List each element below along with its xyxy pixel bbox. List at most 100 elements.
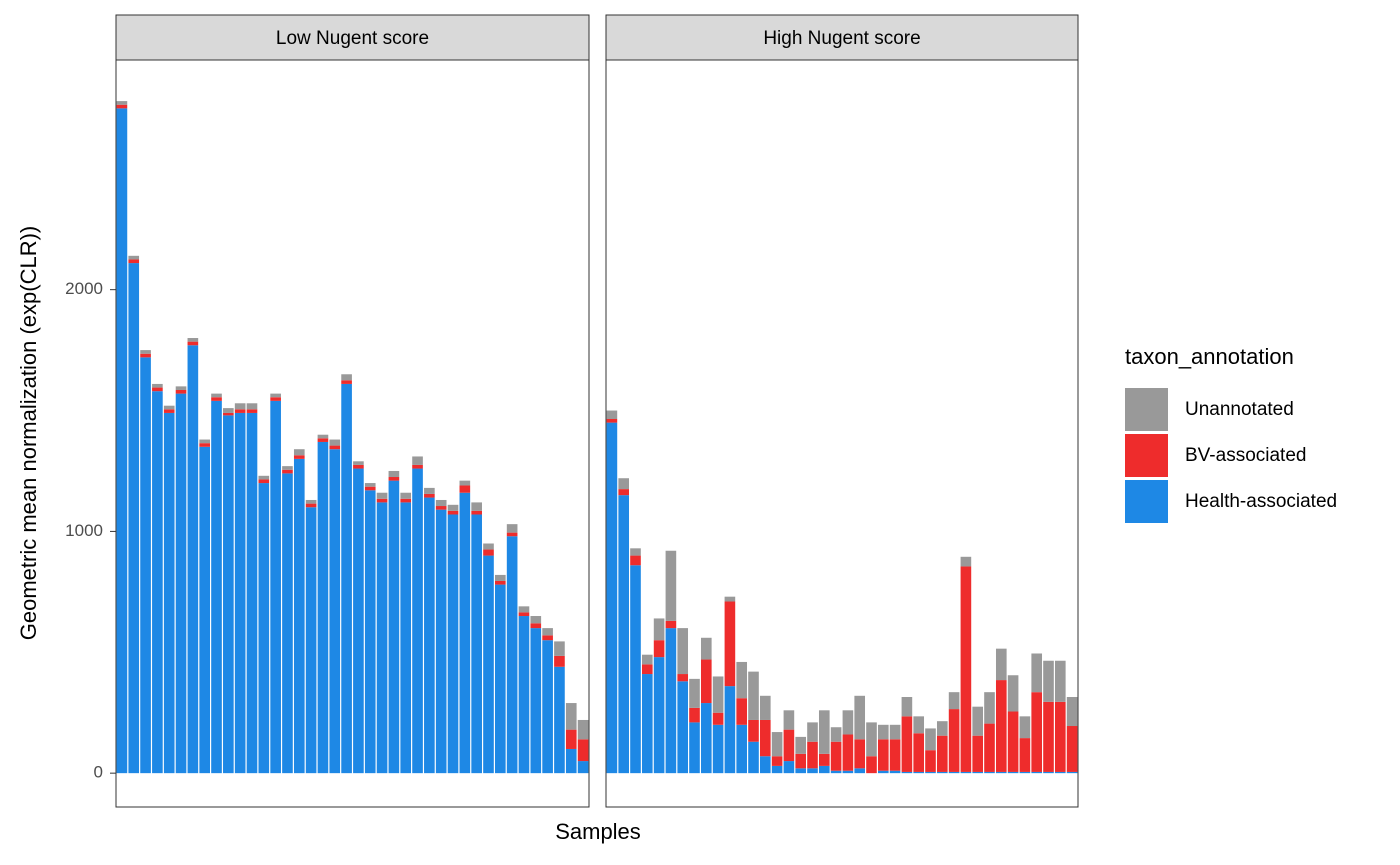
bar-segment: [128, 263, 140, 774]
bar-segment: [984, 771, 995, 774]
bar-segment: [854, 739, 866, 769]
bar-segment: [842, 710, 854, 735]
bar-segment: [925, 750, 936, 772]
bar-segment: [305, 499, 317, 504]
bar-segment: [424, 487, 435, 494]
bar-segment: [116, 104, 128, 109]
bar-segment: [807, 741, 818, 769]
bar-segment: [140, 353, 151, 358]
bar-segment: [960, 556, 972, 567]
bar-segment: [630, 555, 641, 566]
bar-segment: [736, 724, 748, 774]
bar-segment: [506, 524, 518, 533]
bar-segment: [388, 477, 400, 481]
bar-segment: [748, 719, 759, 742]
bar-segment: [866, 756, 877, 774]
bar-segment: [724, 596, 736, 602]
bar-segment: [435, 499, 447, 507]
bar-segment: [712, 724, 724, 774]
legend-label: Unannotated: [1185, 399, 1294, 420]
bar-segment: [795, 753, 807, 769]
bar-segment: [677, 628, 689, 675]
bar-segment: [542, 640, 553, 774]
panel-border: [115, 59, 590, 808]
bar-segment: [175, 386, 187, 390]
bar-segment: [163, 405, 175, 410]
bar-segment: [606, 418, 618, 423]
bar-segment: [565, 729, 577, 749]
bar-segment: [1066, 697, 1078, 727]
bar-segment: [364, 486, 376, 491]
bar-segment: [877, 739, 889, 771]
bar-segment: [128, 255, 140, 260]
y-axis-title: Geometric mean normalization (exp(CLR)): [16, 226, 41, 640]
bar-segment: [936, 771, 948, 774]
y-tick-label: 2000: [65, 279, 103, 298]
bar-segment: [724, 686, 736, 774]
bar-segment: [830, 727, 842, 742]
bar-segment: [700, 659, 712, 704]
bar-segment: [435, 506, 447, 510]
bar-segment: [712, 712, 724, 725]
bar-segment: [577, 739, 589, 762]
bar-segment: [554, 641, 565, 656]
bar-segment: [424, 497, 435, 774]
bar-segment: [329, 449, 341, 774]
y-tick-label: 1000: [65, 521, 103, 540]
bar-segment: [282, 473, 293, 774]
bar-segment: [700, 637, 712, 660]
bar-segment: [163, 412, 175, 774]
x-axis-title: Samples: [555, 819, 641, 844]
bar-segment: [447, 514, 459, 774]
bar-segment: [175, 389, 187, 394]
bar-segment: [223, 412, 234, 416]
bar-segment: [818, 710, 830, 754]
bar-segment: [641, 664, 653, 675]
bar-segment: [1007, 675, 1019, 712]
bar-segment: [388, 470, 400, 478]
bar-segment: [889, 739, 901, 771]
strip: [605, 14, 1079, 61]
bar-segment: [211, 397, 222, 401]
bar-segment: [175, 393, 187, 774]
bar-segment: [128, 259, 140, 264]
bar-segment: [783, 729, 795, 762]
strip: [115, 14, 590, 61]
bar-segment: [1019, 716, 1031, 739]
bar-segment: [783, 761, 795, 774]
bar-segment: [577, 719, 589, 740]
bar-segment: [317, 441, 329, 774]
bar-segment: [807, 768, 818, 774]
bar-segment: [606, 422, 618, 774]
bar-segment: [1007, 711, 1019, 772]
bar-segment: [842, 770, 854, 774]
bar-segment: [223, 408, 234, 413]
bar-segment: [1031, 771, 1043, 774]
bar-segment: [199, 446, 211, 774]
bar-segment: [471, 502, 482, 511]
bar-segment: [618, 495, 630, 774]
panel-border: [605, 59, 1079, 808]
bar-segment: [913, 733, 925, 772]
bar-segment: [854, 695, 866, 740]
bar-segment: [494, 574, 506, 581]
bar-segment: [494, 580, 506, 585]
bar-segment: [689, 722, 700, 774]
bar-segment: [199, 443, 211, 447]
bar-segment: [948, 692, 960, 710]
bar-segment: [554, 666, 565, 774]
bar-segment: [795, 736, 807, 754]
bar-segment: [1031, 653, 1043, 693]
bar-segment: [925, 771, 936, 774]
bar-segment: [282, 469, 293, 474]
bar-segment: [388, 480, 400, 774]
bar-segment: [948, 709, 960, 772]
bar-segment: [305, 507, 317, 774]
bar-segment: [936, 721, 948, 736]
bar-segment: [641, 654, 653, 665]
bar-segment: [972, 735, 984, 772]
bar-segment: [211, 393, 222, 398]
bar-segment: [152, 383, 163, 388]
bar-segment: [353, 468, 364, 774]
